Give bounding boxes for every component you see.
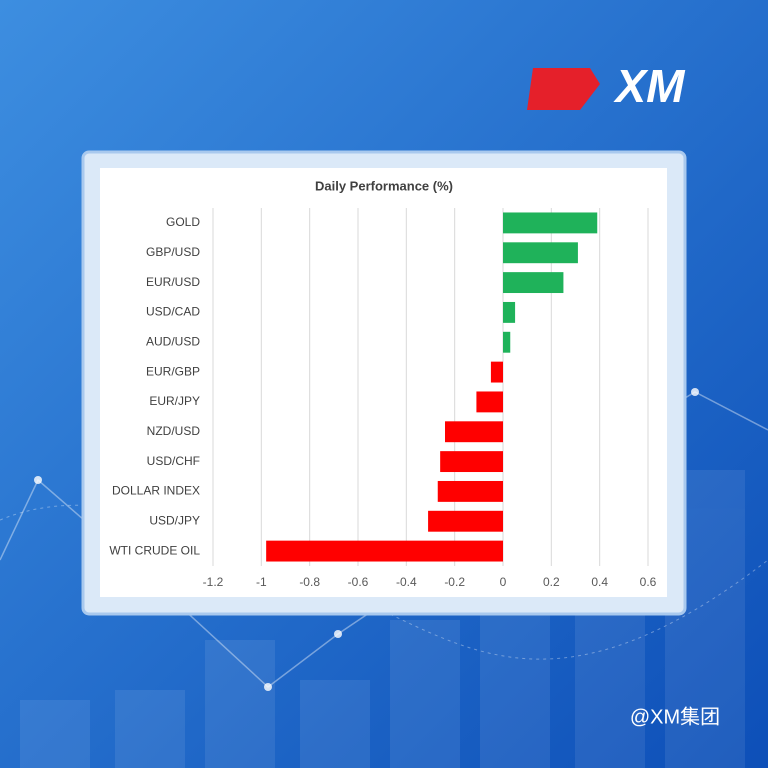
y-tick-label: EUR/USD — [146, 275, 200, 289]
y-tick-label: EUR/JPY — [149, 394, 200, 408]
bar — [490, 361, 503, 383]
y-tick-label: GOLD — [166, 215, 200, 229]
plot: -1.2 -1 -0.8 -0.6 -0.4 -0.2 0 0.2 0.4 0.6 GOLD GBP/… — [109, 208, 657, 589]
bar — [445, 421, 503, 443]
x-tick-label: 0.4 — [591, 575, 608, 589]
bar — [437, 480, 503, 502]
x-tick-label: 0 — [500, 575, 507, 589]
bar — [503, 212, 598, 234]
bar — [440, 451, 503, 473]
bar — [476, 391, 503, 413]
logo-mark — [527, 68, 600, 110]
watermark: @XM集团 — [630, 705, 720, 728]
bar — [428, 510, 503, 532]
x-tick-label: -1 — [256, 575, 267, 589]
y-tick-label: EUR/GBP — [146, 364, 200, 378]
chart-area — [100, 168, 667, 597]
bar — [503, 242, 578, 264]
y-tick-label: NZD/USD — [147, 424, 201, 438]
y-tick-label: WTI CRUDE OIL — [109, 543, 200, 557]
y-tick-label: USD/CHF — [147, 454, 200, 468]
x-tick-label: 0.2 — [543, 575, 560, 589]
bar — [266, 540, 503, 562]
background-bars — [20, 470, 745, 768]
y-tick-label: DOLLAR INDEX — [112, 484, 200, 498]
y-tick-label: USD/JPY — [149, 513, 200, 527]
x-tick-label: -1.2 — [203, 575, 224, 589]
x-tick-label: -0.2 — [444, 575, 465, 589]
y-tick-label: AUD/USD — [146, 334, 200, 348]
background-dots — [34, 388, 699, 691]
bar — [503, 301, 516, 323]
bar — [503, 272, 564, 294]
logo: XM — [613, 60, 687, 112]
chart-title: Daily Performance (%) — [315, 178, 453, 193]
y-tick-label: GBP/USD — [146, 245, 200, 259]
x-tick-label: -0.4 — [396, 575, 417, 589]
y-tick-label: USD/CAD — [146, 305, 200, 319]
bar — [503, 331, 511, 353]
x-tick-label: -0.8 — [299, 575, 320, 589]
x-tick-label: -0.6 — [348, 575, 369, 589]
x-tick-label: 0.6 — [640, 575, 657, 589]
